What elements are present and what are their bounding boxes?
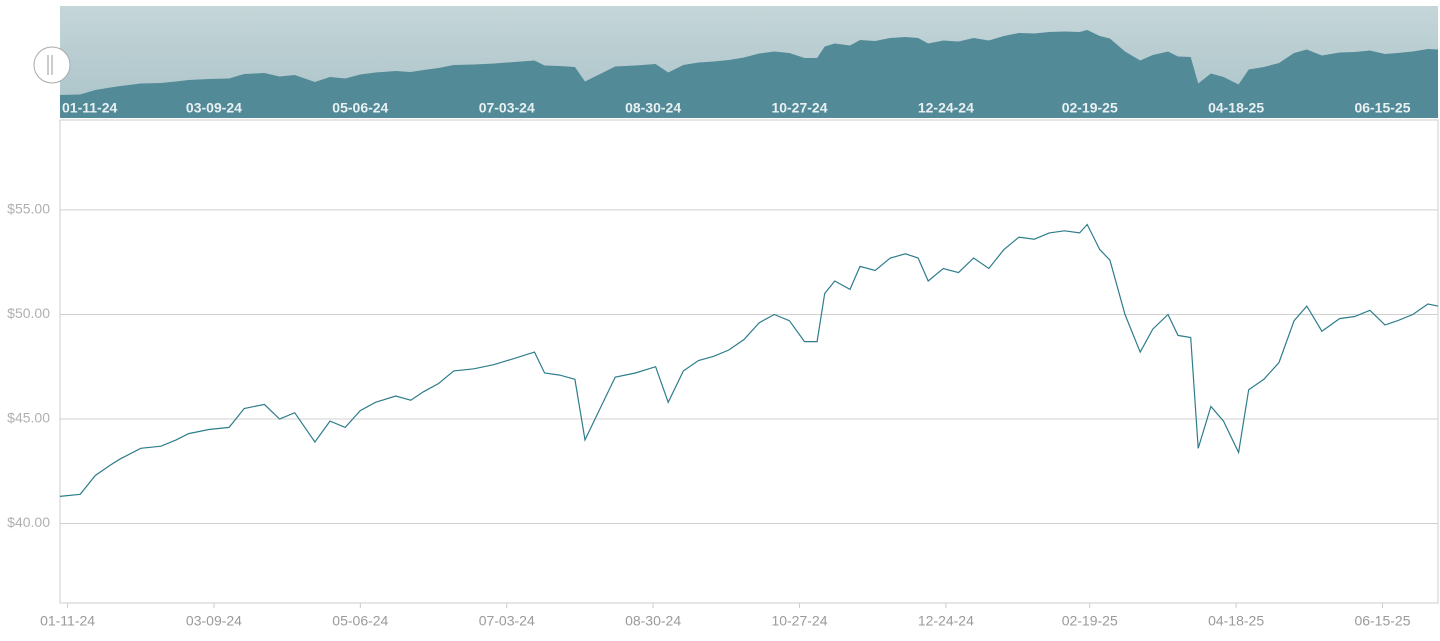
x-tick-label: 03-09-24 <box>186 613 242 629</box>
navigator-label: 08-30-24 <box>625 100 681 116</box>
navigator-label: 05-06-24 <box>332 100 388 116</box>
y-tick-label: $55.00 <box>7 201 50 217</box>
navigator-label: 10-27-24 <box>771 100 827 116</box>
x-tick-label: 12-24-24 <box>918 613 974 629</box>
navigator-label: 07-03-24 <box>479 100 535 116</box>
x-tick-label: 07-03-24 <box>479 613 535 629</box>
navigator-area <box>60 30 1438 118</box>
navigator: 01-11-24 03-09-24 05-06-24 07-03-24 08-30-24… <box>60 30 1438 118</box>
plot-frame <box>59 119 1439 604</box>
x-tick-label: 05-06-24 <box>332 613 388 629</box>
navigator-label: 03-09-24 <box>186 100 242 116</box>
x-tick-label: 08-30-24 <box>625 613 681 629</box>
navigator-label: 02-19-25 <box>1062 100 1118 116</box>
navigator-label: 06-15-25 <box>1354 100 1410 116</box>
x-tick-label: 10-27-24 <box>771 613 827 629</box>
navigator-label: 04-18-25 <box>1208 100 1264 116</box>
y-tick-label: $40.00 <box>7 514 50 530</box>
x-tick-label: 06-15-25 <box>1354 613 1410 629</box>
y-tick-label: $50.00 <box>7 305 50 321</box>
x-tick-label: 04-18-25 <box>1208 613 1264 629</box>
price-line <box>59 223 1439 497</box>
y-tick-label: $45.00 <box>7 410 50 426</box>
plot: $40.00 $45.00 $50.00 $55.00 01-11-24 03-09-24… <box>7 201 1439 629</box>
navigator-label: 01-11-24 <box>62 100 117 116</box>
navigator-label: 12-24-24 <box>918 100 974 116</box>
x-tick-label: 02-19-25 <box>1062 613 1118 629</box>
x-tick-label: 01-11-24 <box>40 613 95 629</box>
